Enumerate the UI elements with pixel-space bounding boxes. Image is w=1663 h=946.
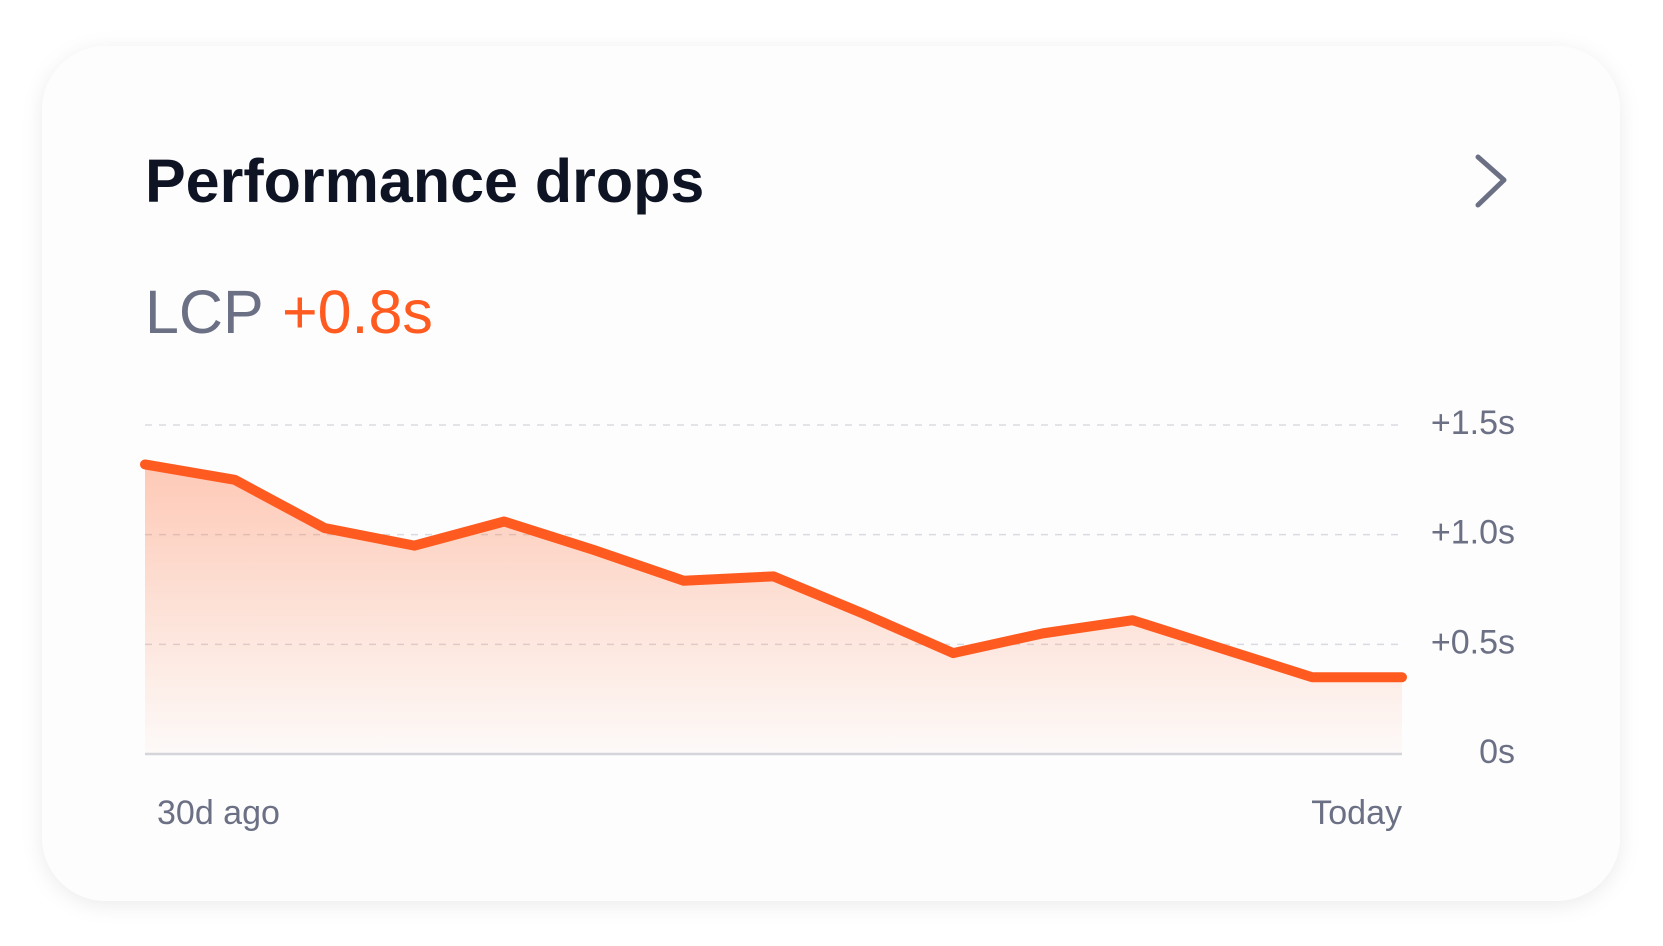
x-tick-label: Today	[1311, 794, 1402, 832]
metric-delta: +0.8s	[282, 278, 433, 346]
y-tick-label: +1.5s	[1431, 404, 1515, 442]
line	[140, 459, 1407, 683]
card-title: Performance drops	[145, 147, 704, 215]
chevron-button[interactable]	[1475, 154, 1507, 208]
x-tick-label: 30d ago	[157, 794, 280, 832]
y-tick-label: +0.5s	[1431, 623, 1515, 661]
metric-label: LCP	[145, 278, 264, 346]
plot: 0s +0.5s +1.0s +1.5s 30d ago Today	[140, 404, 1515, 832]
y-tick-label: +1.0s	[1431, 514, 1515, 552]
y-tick-label: 0s	[1479, 733, 1515, 771]
